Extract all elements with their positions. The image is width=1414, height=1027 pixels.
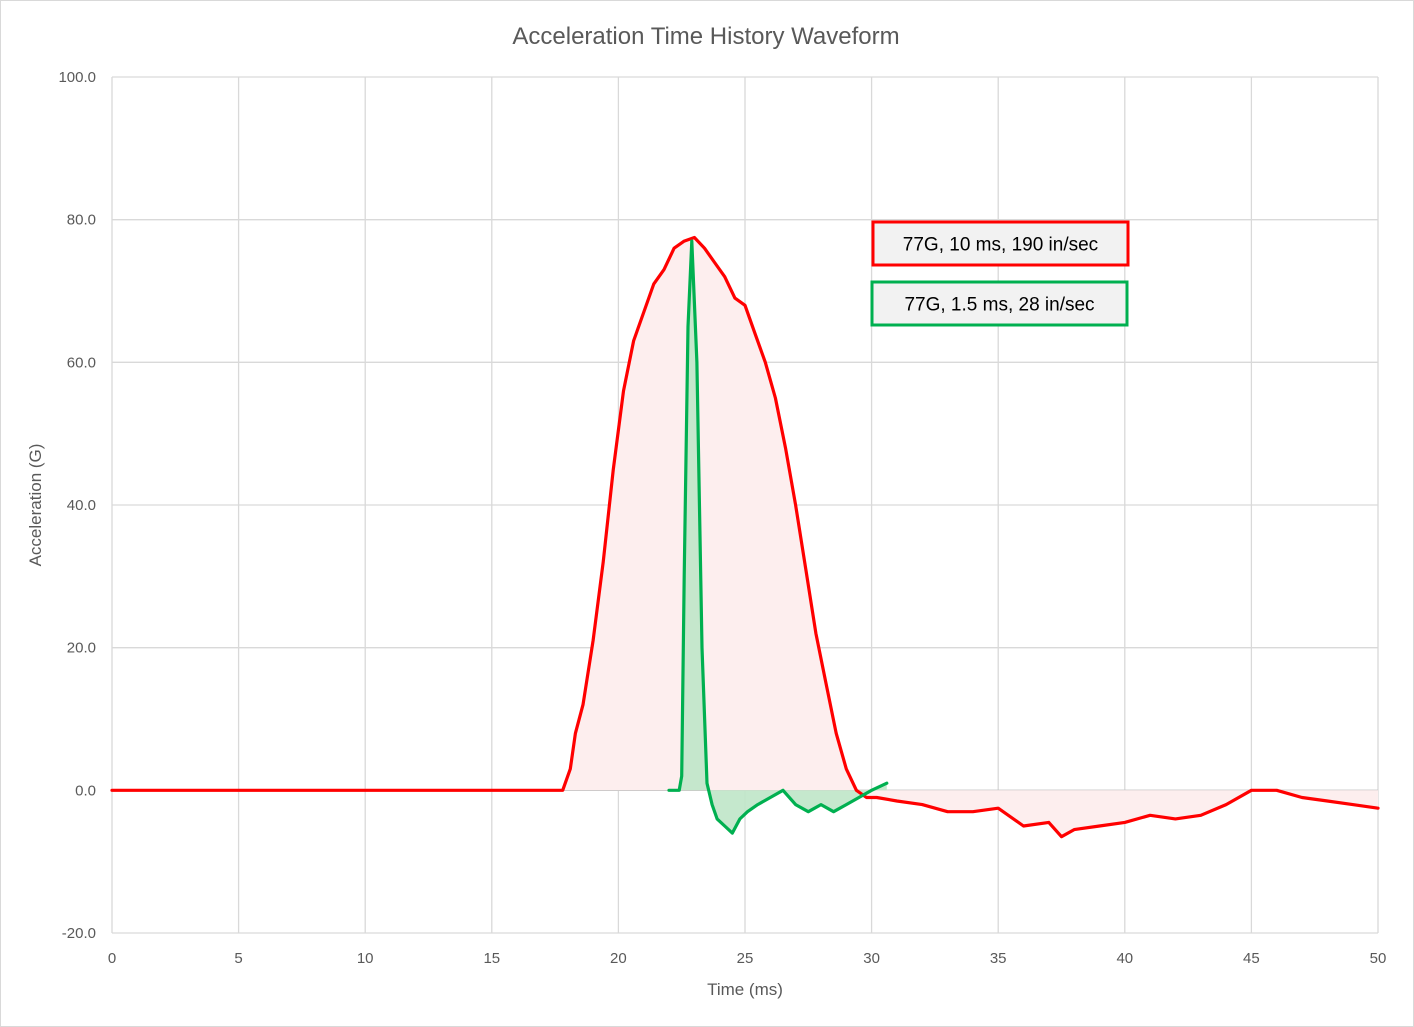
x-tick-label: 15 (483, 950, 500, 967)
x-tick-label: 35 (990, 950, 1007, 967)
series-line-0 (110, 235, 1380, 839)
series-area-1 (669, 241, 887, 834)
x-tick-label: 45 (1243, 950, 1260, 967)
chart-title: Acceleration Time History Waveform (512, 23, 899, 50)
y-tick-label: 60.0 (67, 354, 96, 371)
annotation-text: 77G, 1.5 ms, 28 in/sec (904, 295, 1094, 316)
series-area-0 (112, 237, 1378, 837)
y-tick-label: 40.0 (67, 497, 96, 514)
x-tick-label: 5 (234, 950, 242, 967)
x-axis-ticks: 0 5 10 15 20 25 30 35 40 45 50 (108, 950, 1387, 967)
x-tick-label: 10 (357, 950, 374, 967)
x-tick-label: 20 (610, 950, 627, 967)
y-axis-ticks: 100.0 80.0 60.0 40.0 20.0 0.0 -20.0 (58, 69, 96, 942)
series-lines (110, 235, 1380, 839)
annotation-border (871, 220, 1130, 267)
x-tick-label: 0 (108, 950, 116, 967)
y-tick-label: -20.0 (62, 925, 96, 942)
annotations: 77G, 10 ms, 190 in/sec 77G, 1.5 ms, 28 in… (870, 220, 1130, 327)
series-line-1 (667, 239, 889, 835)
y-axis-label: Acceleration (G) (26, 444, 45, 567)
annotation-box-1: 77G, 1.5 ms, 28 in/sec (870, 280, 1129, 327)
x-tick-label: 25 (737, 950, 754, 967)
y-tick-label: 80.0 (67, 212, 96, 229)
annotation-text: 77G, 10 ms, 190 in/sec (903, 235, 1098, 256)
annotation-box-0: 77G, 10 ms, 190 in/sec (871, 220, 1130, 267)
x-tick-label: 30 (863, 950, 880, 967)
x-axis-label: Time (ms) (707, 980, 783, 999)
series-areas (112, 237, 1378, 837)
x-tick-label: 40 (1116, 950, 1133, 967)
y-tick-label: 0.0 (75, 782, 96, 799)
x-tick-label: 50 (1370, 950, 1387, 967)
annotation-border (870, 280, 1129, 327)
y-tick-label: 100.0 (58, 69, 96, 86)
y-tick-label: 20.0 (67, 640, 96, 657)
